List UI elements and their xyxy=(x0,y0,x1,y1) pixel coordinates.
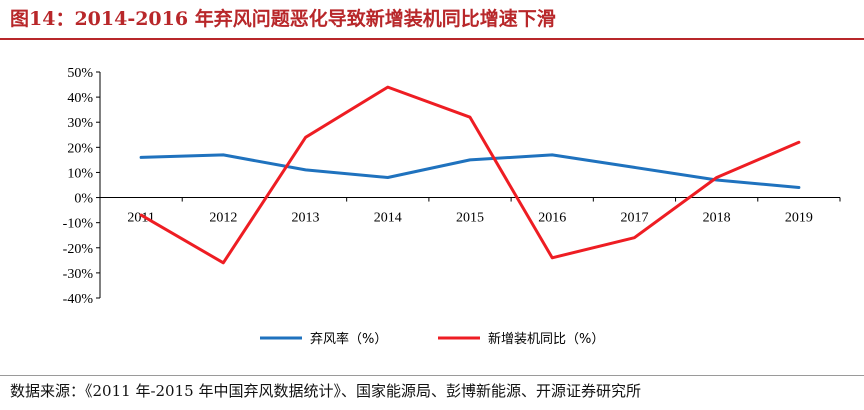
x-tick-label: 2019 xyxy=(785,211,813,226)
chart-legend: 弃风率（%） 新增装机同比（%） xyxy=(260,331,604,347)
x-tick-labels: 2011 2012 2013 2014 2015 2016 2017 2018 2019 xyxy=(127,211,813,226)
series-line-2 xyxy=(139,85,801,265)
line-chart: 50%40%30%20%10%0%-10%-20%-30%-40% 2011 20… xyxy=(63,66,841,347)
source-divider xyxy=(0,375,864,376)
x-tick-label: 2016 xyxy=(538,211,566,226)
y-tick-label: -40% xyxy=(63,292,94,307)
y-tick-label: -30% xyxy=(63,267,94,282)
y-tick-label: 40% xyxy=(67,91,93,106)
legend-label-2: 新增装机同比（%） xyxy=(488,331,604,347)
series-lines xyxy=(139,85,801,265)
y-tick-label: 30% xyxy=(67,116,93,131)
x-tick-label: 2014 xyxy=(374,211,402,226)
x-tick-label: 2015 xyxy=(456,211,484,226)
x-tick-label: 2018 xyxy=(703,211,731,226)
title-divider xyxy=(0,38,864,40)
y-tick-label: -20% xyxy=(63,242,94,257)
chart-axes xyxy=(96,71,841,299)
y-tick-labels: 50% 40% 30% 20% 10% 0% -10% -20% -30% -40% xyxy=(63,66,94,307)
y-tick-label: 50% xyxy=(67,66,93,81)
x-tick-label: 2013 xyxy=(292,211,320,226)
series-line-1 xyxy=(139,153,801,189)
data-source-note: 数据来源：《2011 年-2015 年中国弃风数据统计》、国家能源局、彭博新能源… xyxy=(10,382,641,400)
x-tick-label: 2011 xyxy=(127,211,154,226)
y-tick-label: 10% xyxy=(67,166,93,181)
x-tick-label: 2012 xyxy=(209,211,237,226)
legend-label-1: 弃风率（%） xyxy=(310,331,387,347)
y-tick-label: 0% xyxy=(74,192,93,207)
y-tick-label: -10% xyxy=(63,217,94,232)
x-tick-label: 2017 xyxy=(620,211,648,226)
figure-title: 图14：2014-2016 年弃风问题恶化导致新增装机同比增速下滑 xyxy=(10,8,556,30)
y-tick-label: 20% xyxy=(67,141,93,156)
